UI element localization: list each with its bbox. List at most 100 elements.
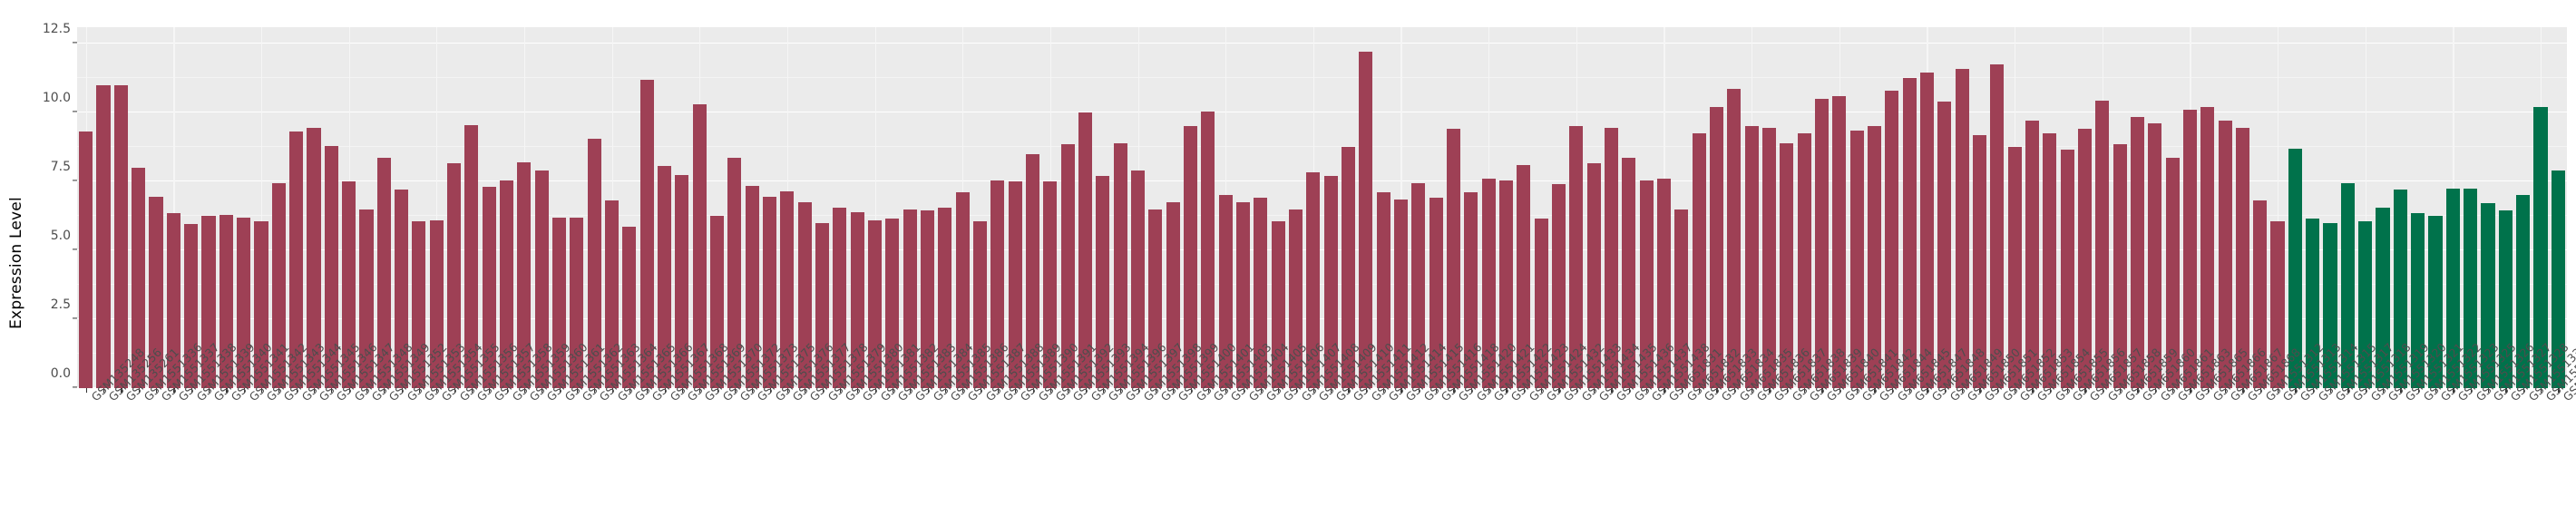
bar[interactable] — [1937, 102, 1952, 388]
bar[interactable] — [1341, 147, 1356, 388]
bar[interactable] — [658, 166, 672, 388]
bar[interactable] — [2481, 203, 2495, 388]
bar[interactable] — [132, 167, 146, 388]
bar[interactable] — [2340, 182, 2355, 388]
bar[interactable] — [2182, 110, 2197, 388]
bar[interactable] — [2113, 144, 2127, 388]
bar[interactable] — [1183, 126, 1198, 388]
bar[interactable] — [850, 211, 864, 388]
bar[interactable] — [342, 181, 356, 388]
bar[interactable] — [79, 132, 93, 388]
bar[interactable] — [2235, 127, 2249, 388]
bar[interactable] — [745, 185, 759, 388]
bar[interactable] — [780, 190, 795, 388]
bar[interactable] — [2043, 132, 2057, 388]
bar[interactable] — [815, 222, 830, 388]
bar[interactable] — [639, 79, 654, 388]
bar[interactable] — [1780, 142, 1794, 388]
bar[interactable] — [412, 221, 426, 388]
bar[interactable] — [2533, 107, 2548, 388]
bar[interactable] — [534, 170, 549, 388]
bar[interactable] — [727, 158, 742, 388]
bar[interactable] — [2411, 213, 2425, 388]
bar[interactable] — [2323, 222, 2337, 388]
bar[interactable] — [1166, 201, 1180, 388]
bar[interactable] — [955, 192, 970, 388]
bar[interactable] — [307, 127, 321, 388]
bar[interactable] — [797, 201, 812, 388]
bar[interactable] — [482, 187, 496, 388]
bar[interactable] — [1622, 158, 1636, 388]
bar[interactable] — [1008, 181, 1022, 388]
bar[interactable] — [2445, 188, 2460, 388]
bar[interactable] — [2200, 107, 2215, 388]
bar[interactable] — [2393, 190, 2407, 388]
bar[interactable] — [1359, 52, 1373, 388]
bar[interactable] — [1025, 153, 1040, 388]
bar[interactable] — [1972, 134, 1986, 388]
bar[interactable] — [96, 84, 111, 388]
bar[interactable] — [517, 161, 532, 388]
bar[interactable] — [395, 190, 409, 388]
bar[interactable] — [1919, 73, 1934, 388]
bar[interactable] — [1271, 221, 1285, 388]
bar[interactable] — [1323, 176, 1338, 388]
bar[interactable] — [237, 217, 251, 388]
bar[interactable] — [1902, 78, 1917, 388]
bar[interactable] — [2007, 147, 2022, 388]
bar[interactable] — [605, 200, 620, 388]
bar[interactable] — [1306, 171, 1321, 388]
bar[interactable] — [1043, 181, 1058, 388]
bar[interactable] — [1201, 111, 1215, 388]
bar[interactable] — [2464, 188, 2478, 388]
bar[interactable] — [1867, 126, 1881, 388]
bar[interactable] — [219, 214, 233, 388]
bar[interactable] — [1797, 132, 1811, 388]
bar[interactable] — [990, 180, 1005, 388]
bar[interactable] — [2498, 210, 2513, 388]
bar[interactable] — [833, 208, 847, 388]
bar[interactable] — [2376, 208, 2390, 388]
bar[interactable] — [2060, 150, 2074, 388]
bar[interactable] — [1288, 209, 1303, 388]
bar[interactable] — [692, 104, 707, 388]
bar[interactable] — [324, 145, 338, 388]
bar[interactable] — [903, 209, 917, 388]
bar[interactable] — [1096, 176, 1110, 388]
bar[interactable] — [1586, 163, 1601, 388]
bar[interactable] — [1569, 126, 1584, 388]
bar[interactable] — [1235, 201, 1251, 388]
bar[interactable] — [1534, 219, 1548, 388]
bar[interactable] — [359, 209, 374, 388]
bar[interactable] — [2428, 216, 2443, 388]
bar[interactable] — [376, 158, 391, 388]
bar[interactable] — [2253, 200, 2268, 388]
bar[interactable] — [2148, 123, 2162, 388]
bar[interactable] — [2095, 100, 2110, 388]
bar[interactable] — [1832, 95, 1847, 388]
bar[interactable] — [1078, 112, 1093, 388]
bar[interactable] — [2130, 116, 2144, 388]
bar[interactable] — [2218, 121, 2232, 388]
bar[interactable] — [1148, 209, 1163, 388]
bar[interactable] — [1481, 179, 1496, 388]
bar[interactable] — [1849, 130, 1864, 388]
bar[interactable] — [1692, 132, 1706, 388]
bar[interactable] — [1464, 192, 1478, 388]
bar[interactable] — [201, 216, 216, 388]
bar[interactable] — [1218, 195, 1233, 388]
bar[interactable] — [2270, 221, 2285, 388]
bar[interactable] — [675, 174, 689, 388]
bar[interactable] — [1639, 180, 1654, 388]
bar[interactable] — [2288, 148, 2302, 388]
bar[interactable] — [2516, 195, 2531, 388]
bar[interactable] — [149, 196, 163, 388]
bar[interactable] — [1411, 182, 1426, 388]
bar[interactable] — [2358, 221, 2373, 388]
bar[interactable] — [763, 196, 777, 388]
bar[interactable] — [1727, 89, 1742, 388]
bar[interactable] — [271, 182, 286, 388]
bar[interactable] — [2165, 158, 2180, 388]
bar[interactable] — [2077, 129, 2092, 388]
bar[interactable] — [570, 217, 584, 388]
